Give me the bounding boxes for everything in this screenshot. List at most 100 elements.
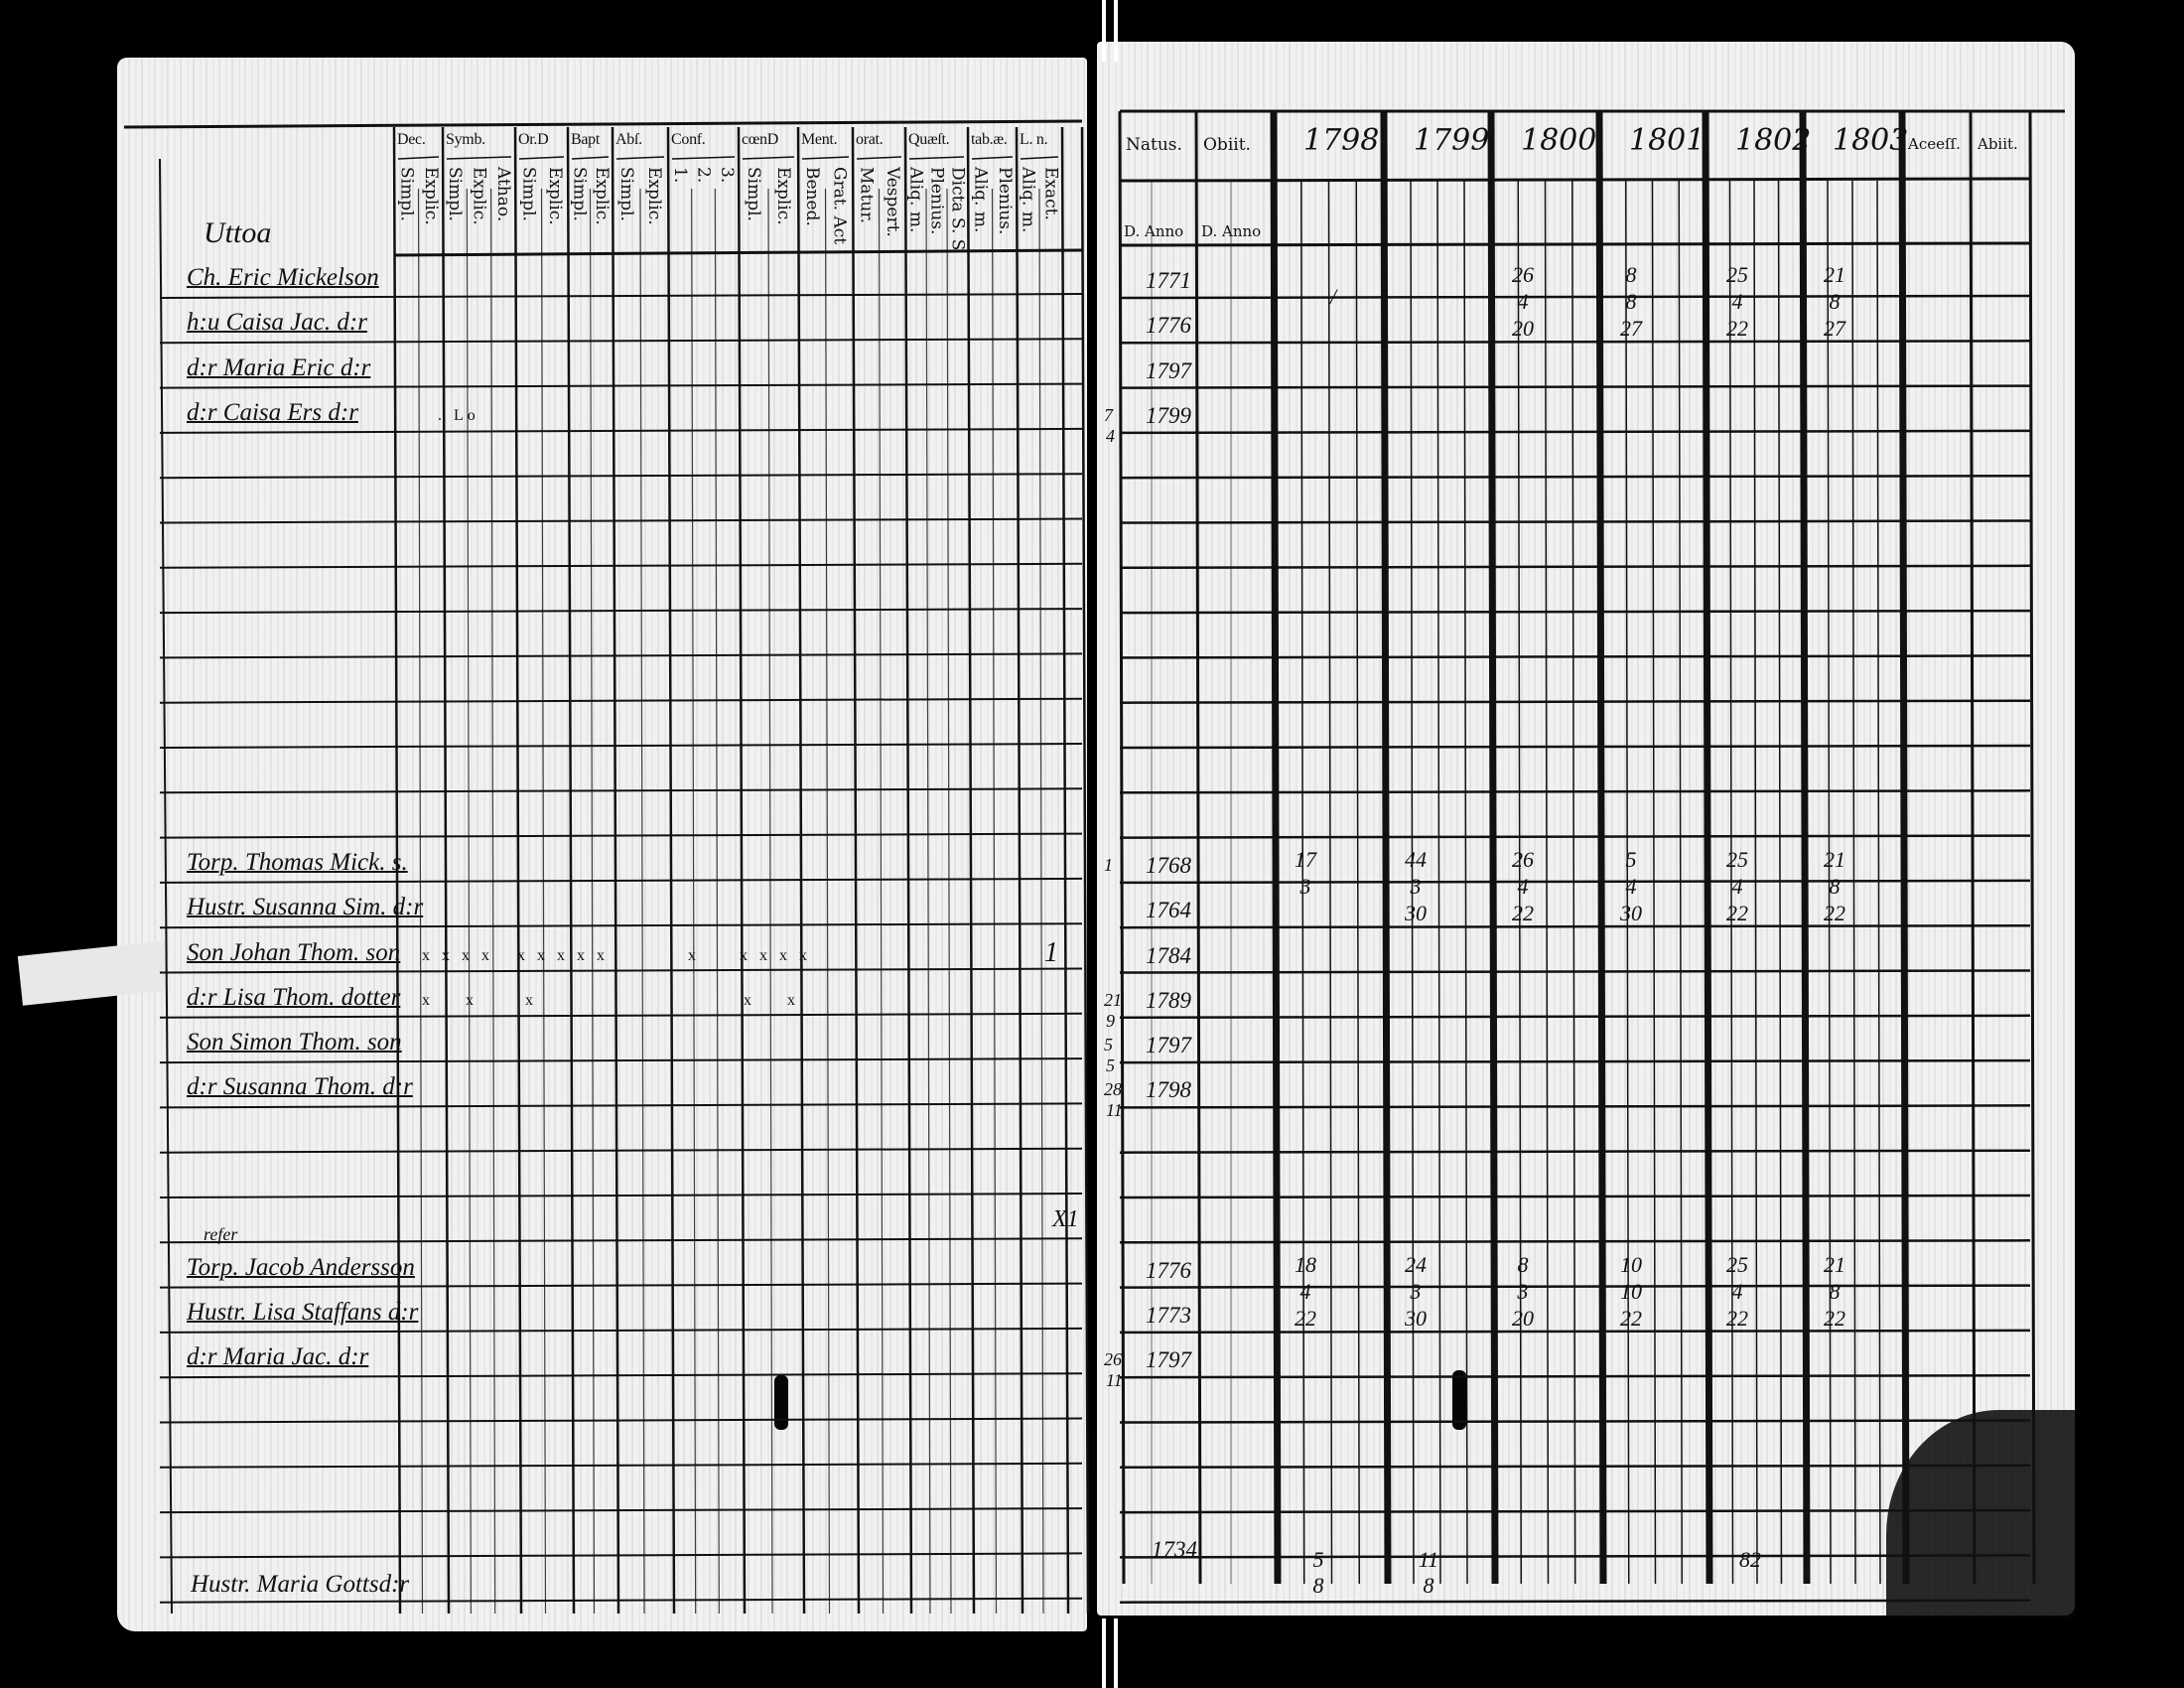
exam-entry-1802: 22: [1726, 900, 1748, 925]
person-name: Torp. Jacob Andersson: [187, 1253, 415, 1281]
exam-entry-1799: 24: [1405, 1251, 1427, 1277]
person-name: Son Simon Thom. son: [187, 1029, 402, 1056]
exam-entry-1803: 21: [1824, 262, 1845, 287]
exam-entry-1803: 8: [1829, 1278, 1841, 1304]
person-name: Hustr. Susanna Sim. d:r: [187, 894, 424, 921]
person-name: d:r Caisa Ers d:r: [187, 398, 358, 426]
column-subheader: Plenius.: [926, 167, 947, 235]
exam-entry-1801: 30: [1620, 900, 1642, 925]
column-header-2: Or.D: [518, 131, 549, 148]
exam-entry-1803: 8: [1829, 873, 1841, 899]
column-header-5: Conf.: [671, 131, 706, 148]
right-page: [1097, 42, 2075, 1616]
birth-month: 9: [1106, 1010, 1115, 1031]
column-header-6: cœnD: [742, 131, 779, 148]
exam-entry-1799: 3: [1410, 873, 1422, 899]
exam-entry-1801: 5: [1625, 846, 1637, 872]
exam-entry-1801: 4: [1625, 873, 1637, 899]
footer-mark: 8: [1423, 1573, 1434, 1598]
column-subheader: Plenius.: [994, 167, 1015, 235]
ink-blot: [774, 1375, 788, 1430]
person-name: Hustr. Lisa Staffans d:r: [187, 1298, 419, 1326]
exam-entry-1798: 3: [1299, 873, 1311, 899]
column-subheader: Dicta S. S: [947, 167, 968, 251]
column-header-10: tab.æ.: [971, 131, 1008, 148]
birth-year: 1768: [1146, 852, 1191, 878]
exam-entry-1801: 8: [1625, 289, 1637, 314]
column-subheader: Explic.: [591, 167, 612, 225]
exam-entry-1798: 17: [1295, 846, 1316, 872]
exam-entry-1802: 4: [1731, 873, 1743, 899]
birth-year: 1799: [1146, 402, 1191, 428]
birth-year: 1773: [1146, 1302, 1191, 1328]
column-header-0: Dec.: [397, 131, 426, 148]
footer-name: Hustr. Maria Gottsd:r: [191, 1571, 410, 1598]
year-header-1799: 1799: [1414, 123, 1490, 158]
column-subheader: Aliq. m.: [905, 167, 926, 233]
exam-entry-1801: 27: [1620, 316, 1642, 341]
exam-entry-1800: 8: [1517, 1251, 1529, 1277]
footer-mark: 82: [1739, 1547, 1761, 1572]
birth-year: 1789: [1146, 987, 1191, 1013]
year-header-1802: 1802: [1735, 123, 1812, 158]
exam-entry-1801: 22: [1620, 1305, 1642, 1331]
column-header-7: Ment.: [801, 131, 838, 148]
column-header-8: orat.: [856, 131, 884, 148]
place-heading: Uttoa: [204, 216, 272, 249]
catechism-marks: . Lo: [422, 406, 479, 424]
column-subheader: Explic.: [773, 167, 793, 225]
exam-entry-1803: 8: [1829, 289, 1841, 314]
d-anno-header: D. Anno: [1201, 222, 1262, 240]
margin-mark: X1: [1052, 1206, 1079, 1233]
column-subheader: Explic.: [469, 167, 489, 225]
year-header-1798: 1798: [1303, 123, 1380, 158]
accessit-header: Aceeſſ.: [1908, 135, 1961, 153]
person-name: Son Johan Thom. son: [187, 938, 401, 966]
column-header-9: Quæſt.: [908, 131, 950, 148]
exam-entry-1802: 25: [1726, 1251, 1748, 1277]
exam-entry-1800: 4: [1517, 289, 1529, 314]
column-subheader: Athao.: [492, 167, 513, 222]
exam-entry-1803: 27: [1824, 316, 1845, 341]
column-subheader: Aliq. m.: [1018, 167, 1038, 233]
column-subheader: Simpl.: [616, 167, 636, 221]
column-subheader: Simpl.: [396, 167, 417, 221]
household-note: refer: [204, 1224, 238, 1245]
exam-entry-1801: 10: [1620, 1278, 1642, 1304]
birth-year: 1776: [1146, 1257, 1191, 1283]
obiit-header: Obiit.: [1203, 135, 1251, 155]
natus-header: Natus.: [1126, 135, 1182, 155]
column-header-11: L. n.: [1020, 131, 1048, 148]
column-subheader: 3.: [717, 167, 738, 184]
binding-stripe: [1114, 1618, 1118, 1688]
exam-entry-1799: 30: [1405, 900, 1427, 925]
birth-day: 21: [1104, 989, 1122, 1010]
d-anno-header: D. Anno: [1124, 222, 1184, 240]
column-subheader: Simpl.: [518, 167, 539, 221]
birth-year: 1734: [1152, 1537, 1197, 1562]
column-subheader: Matur.: [856, 167, 877, 223]
footer-mark: 5: [1312, 1547, 1324, 1572]
birth-year: 1776: [1146, 313, 1191, 339]
catechism-marks: x x x x x: [422, 991, 799, 1009]
exam-entry-1800: 26: [1512, 846, 1534, 872]
binding-stripe: [1114, 0, 1118, 62]
exam-entry-1798: /: [1329, 284, 1337, 309]
column-subheader: Exact.: [1040, 167, 1061, 220]
exam-entry-1800: 4: [1517, 873, 1529, 899]
exam-entry-1802: 25: [1726, 262, 1748, 287]
person-name: Ch. Eric Mickelson: [187, 264, 379, 291]
birth-year: 1784: [1146, 942, 1191, 968]
column-header-4: Abſ.: [615, 131, 642, 148]
person-name: d:r Susanna Thom. d:r: [187, 1073, 413, 1101]
column-subheader: Explic.: [544, 167, 565, 225]
column-subheader: Vespert.: [882, 167, 902, 237]
birth-month: 11: [1106, 1370, 1123, 1391]
exam-entry-1800: 20: [1512, 316, 1534, 341]
catechism-marks: x x x x x x x x x x x x x x: [422, 946, 811, 964]
exam-entry-1803: 21: [1824, 1251, 1845, 1277]
abiit-header: Abiit.: [1978, 135, 2018, 153]
column-header-3: Bapt: [571, 131, 601, 148]
margin-mark: 1: [1044, 936, 1058, 968]
column-subheader: Explic.: [420, 167, 441, 225]
